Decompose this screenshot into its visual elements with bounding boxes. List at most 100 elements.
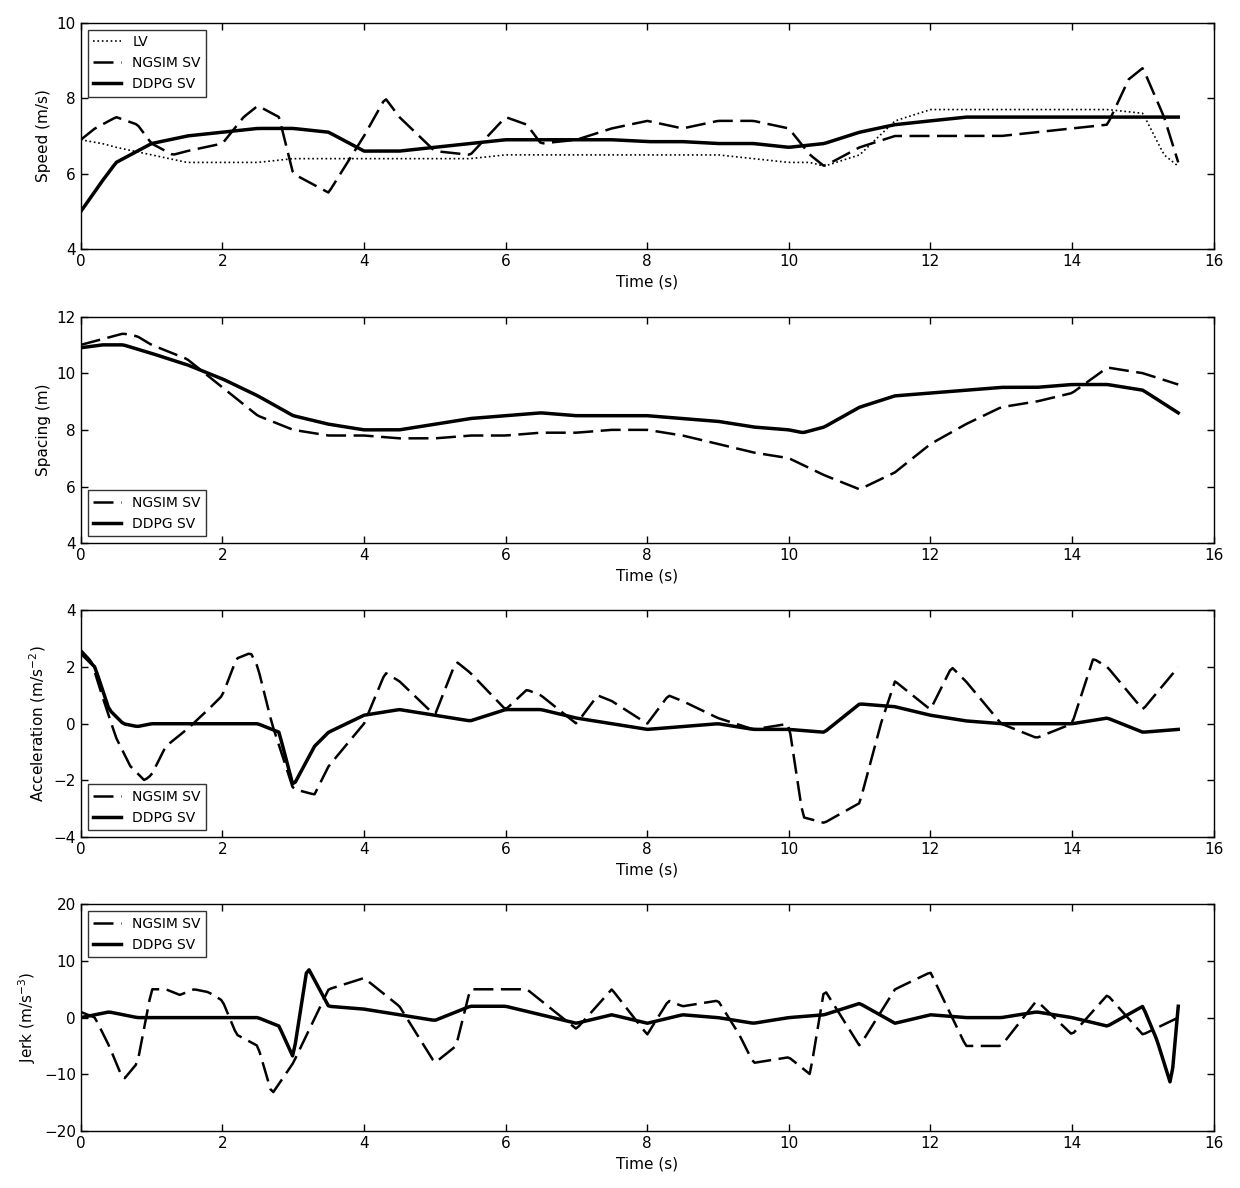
NGSIM SV <box>868 735 883 750</box>
DDPG SV <box>285 777 300 791</box>
NGSIM SV <box>874 715 889 729</box>
NGSIM SV <box>816 815 831 829</box>
X-axis label: Time (s): Time (s) <box>616 274 678 290</box>
LV <box>73 133 88 147</box>
NGSIM SV <box>206 139 221 153</box>
DDPG SV <box>208 369 223 384</box>
DDPG SV <box>874 699 889 713</box>
DDPG SV <box>434 709 449 723</box>
NGSIM SV <box>1171 378 1185 392</box>
NGSIM SV <box>868 1013 883 1028</box>
DDPG SV <box>868 699 883 713</box>
DDPG SV <box>73 646 88 661</box>
DDPG SV <box>95 337 110 352</box>
NGSIM SV <box>73 1005 88 1019</box>
DDPG SV <box>1171 999 1185 1013</box>
DDPG SV <box>434 1011 449 1025</box>
DDPG SV <box>434 416 449 430</box>
NGSIM SV <box>1135 61 1149 75</box>
NGSIM SV <box>434 1050 449 1064</box>
LV <box>866 135 880 150</box>
NGSIM SV <box>1171 156 1185 170</box>
NGSIM SV <box>1171 661 1185 675</box>
NGSIM SV <box>766 449 781 463</box>
NGSIM SV <box>874 1004 889 1018</box>
NGSIM SV <box>1171 1011 1185 1025</box>
DDPG SV <box>868 1005 883 1019</box>
DDPG SV <box>877 392 892 406</box>
LV <box>764 153 779 168</box>
DDPG SV <box>874 1009 889 1023</box>
NGSIM SV <box>73 643 88 657</box>
Legend: LV, NGSIM SV, DDPG SV: LV, NGSIM SV, DDPG SV <box>88 30 206 96</box>
NGSIM SV <box>434 431 449 446</box>
NGSIM SV <box>206 697 221 712</box>
DDPG SV <box>766 1013 781 1028</box>
DDPG SV <box>1171 110 1185 125</box>
X-axis label: Time (s): Time (s) <box>616 569 678 583</box>
DDPG SV <box>766 422 781 436</box>
NGSIM SV <box>877 470 892 485</box>
DDPG SV <box>870 121 885 135</box>
DDPG SV <box>959 110 973 125</box>
LV <box>1171 159 1185 173</box>
X-axis label: Time (s): Time (s) <box>616 862 678 878</box>
DDPG SV <box>206 126 221 140</box>
LV <box>432 152 446 166</box>
Line: DDPG SV: DDPG SV <box>81 345 1178 432</box>
DDPG SV <box>511 407 526 422</box>
DDPG SV <box>764 138 779 152</box>
Line: NGSIM SV: NGSIM SV <box>81 68 1178 192</box>
DDPG SV <box>794 425 808 440</box>
NGSIM SV <box>766 1053 781 1067</box>
Y-axis label: Jerk (m/s$^{-3}$): Jerk (m/s$^{-3}$) <box>16 972 38 1063</box>
NGSIM SV <box>434 145 449 159</box>
X-axis label: Time (s): Time (s) <box>616 1156 678 1171</box>
DDPG SV <box>1163 1075 1178 1089</box>
DDPG SV <box>206 1011 221 1025</box>
NGSIM SV <box>868 135 883 150</box>
DDPG SV <box>870 394 885 409</box>
DDPG SV <box>766 722 781 737</box>
Y-axis label: Speed (m/s): Speed (m/s) <box>36 89 51 183</box>
DDPG SV <box>301 962 316 977</box>
NGSIM SV <box>432 699 446 713</box>
NGSIM SV <box>874 133 889 147</box>
NGSIM SV <box>265 1085 280 1099</box>
NGSIM SV <box>511 982 526 997</box>
DDPG SV <box>73 341 88 355</box>
DDPG SV <box>73 204 88 219</box>
NGSIM SV <box>208 374 223 388</box>
NGSIM SV <box>73 133 88 147</box>
NGSIM SV <box>206 987 221 1001</box>
Line: DDPG SV: DDPG SV <box>81 969 1178 1082</box>
Legend: NGSIM SV, DDPG SV: NGSIM SV, DDPG SV <box>88 784 206 830</box>
Line: NGSIM SV: NGSIM SV <box>81 650 1178 822</box>
LV <box>206 156 221 170</box>
NGSIM SV <box>118 327 133 341</box>
LV <box>924 102 939 116</box>
DDPG SV <box>511 1003 526 1017</box>
LV <box>870 129 885 144</box>
Line: DDPG SV: DDPG SV <box>81 653 1178 784</box>
NGSIM SV <box>321 185 336 200</box>
Legend: NGSIM SV, DDPG SV: NGSIM SV, DDPG SV <box>88 911 206 958</box>
Line: NGSIM SV: NGSIM SV <box>81 334 1178 489</box>
NGSIM SV <box>766 118 781 132</box>
NGSIM SV <box>924 966 939 980</box>
DDPG SV <box>866 122 880 137</box>
NGSIM SV <box>511 428 526 442</box>
NGSIM SV <box>870 473 885 487</box>
DDPG SV <box>206 716 221 731</box>
Line: LV: LV <box>81 109 1178 166</box>
Line: DDPG SV: DDPG SV <box>81 118 1178 211</box>
LV <box>508 147 523 162</box>
NGSIM SV <box>852 482 867 497</box>
NGSIM SV <box>73 337 88 352</box>
Line: NGSIM SV: NGSIM SV <box>81 973 1178 1092</box>
Legend: NGSIM SV, DDPG SV: NGSIM SV, DDPG SV <box>88 491 206 536</box>
DDPG SV <box>511 702 526 716</box>
DDPG SV <box>73 1011 88 1025</box>
DDPG SV <box>508 133 523 147</box>
Y-axis label: Acceleration (m/s$^{-2}$): Acceleration (m/s$^{-2}$) <box>27 645 48 802</box>
